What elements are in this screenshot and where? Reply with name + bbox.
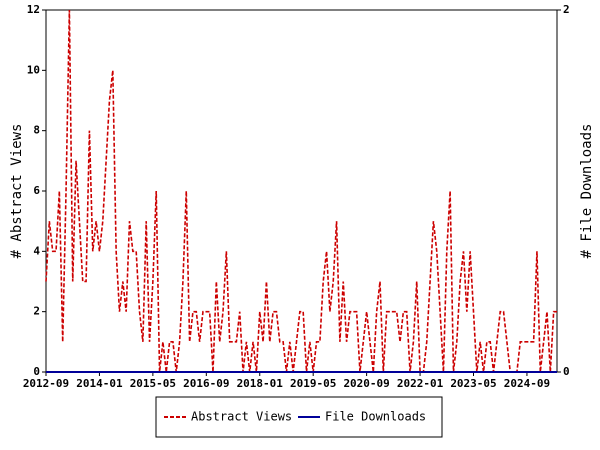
plot-frame <box>45 9 558 373</box>
y-tick-label: 8 <box>33 124 40 137</box>
x-tick-label: 2024-09 <box>504 377 550 390</box>
x-tick-label: 2018-01 <box>237 377 284 390</box>
legend-label: File Downloads <box>325 410 426 424</box>
y2-axis-title: # File Downloads <box>579 124 595 259</box>
y-tick-label: 0 <box>33 365 40 378</box>
series-line <box>45 9 557 373</box>
y-tick-label: 2 <box>33 305 40 318</box>
y-axis-title: # Abstract Views <box>9 124 25 259</box>
x-tick-label: 2015-05 <box>130 377 176 390</box>
x-tick-label: 2023-05 <box>450 377 496 390</box>
legend-label: Abstract Views <box>191 410 292 424</box>
y2-tick-label: 2 <box>563 3 570 16</box>
x-tick-label: 2020-09 <box>343 377 389 390</box>
y2-tick-label: 0 <box>563 365 570 378</box>
y-tick-label: 12 <box>27 3 40 16</box>
x-tick-label: 2014-01 <box>76 377 123 390</box>
y-tick-label: 10 <box>27 63 40 76</box>
x-tick-label: 2016-09 <box>183 377 229 390</box>
y-tick-label: 6 <box>33 184 40 197</box>
x-tick-label: 2022-01 <box>397 377 444 390</box>
x-tick-label: 2019-05 <box>290 377 336 390</box>
y-tick-label: 4 <box>33 244 40 257</box>
x-tick-label: 2012-09 <box>23 377 69 390</box>
